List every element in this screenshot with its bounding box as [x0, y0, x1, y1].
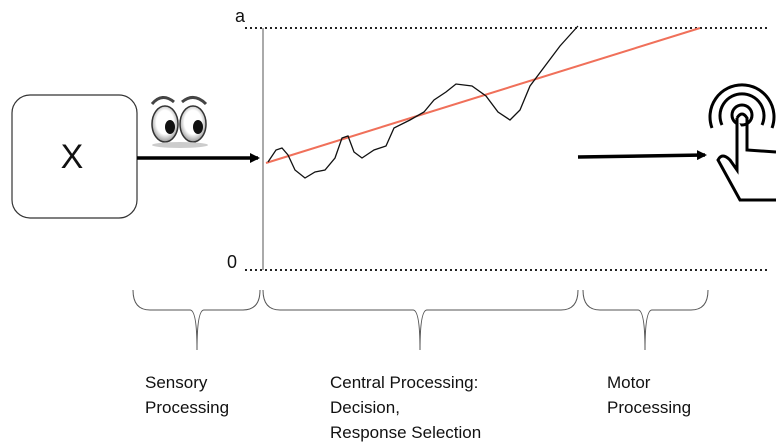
- stimulus-label: X: [61, 138, 84, 176]
- touch-icon: [708, 83, 776, 202]
- stage-label: Motor Processing: [607, 373, 691, 417]
- upper-label: a: [235, 6, 246, 26]
- stage-label: Central Processing: Decision, Response S…: [330, 373, 483, 442]
- braces: [132, 289, 709, 351]
- evidence-path: [267, 25, 579, 179]
- arrow: [577, 150, 707, 161]
- eyes-icon: [150, 96, 208, 148]
- lower-label: 0: [227, 252, 237, 272]
- drift-line: [265, 27, 701, 164]
- stage-label: Sensory Processing: [145, 373, 229, 417]
